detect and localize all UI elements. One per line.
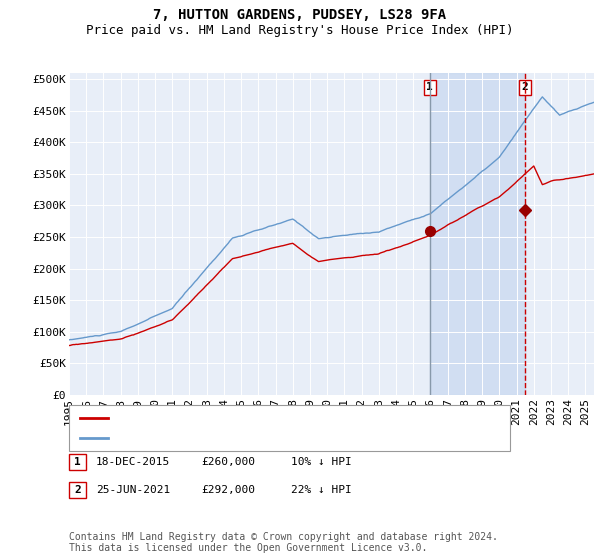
Text: Contains HM Land Registry data © Crown copyright and database right 2024.
This d: Contains HM Land Registry data © Crown c… <box>69 531 498 553</box>
Text: 7, HUTTON GARDENS, PUDSEY, LS28 9FA (detached house): 7, HUTTON GARDENS, PUDSEY, LS28 9FA (det… <box>112 413 463 423</box>
Text: Price paid vs. HM Land Registry's House Price Index (HPI): Price paid vs. HM Land Registry's House … <box>86 24 514 36</box>
Text: £260,000: £260,000 <box>201 457 255 467</box>
Text: 25-JUN-2021: 25-JUN-2021 <box>96 485 170 495</box>
Text: HPI: Average price, detached house, Leeds: HPI: Average price, detached house, Leed… <box>112 433 389 443</box>
Text: 1: 1 <box>74 457 81 467</box>
Text: 2: 2 <box>521 82 528 92</box>
Text: 7, HUTTON GARDENS, PUDSEY, LS28 9FA: 7, HUTTON GARDENS, PUDSEY, LS28 9FA <box>154 8 446 22</box>
Text: 22% ↓ HPI: 22% ↓ HPI <box>291 485 352 495</box>
Text: 10% ↓ HPI: 10% ↓ HPI <box>291 457 352 467</box>
Text: 1: 1 <box>427 82 433 92</box>
Text: 18-DEC-2015: 18-DEC-2015 <box>96 457 170 467</box>
Bar <box>430 73 525 395</box>
Text: £292,000: £292,000 <box>201 485 255 495</box>
Text: 2: 2 <box>74 485 81 495</box>
